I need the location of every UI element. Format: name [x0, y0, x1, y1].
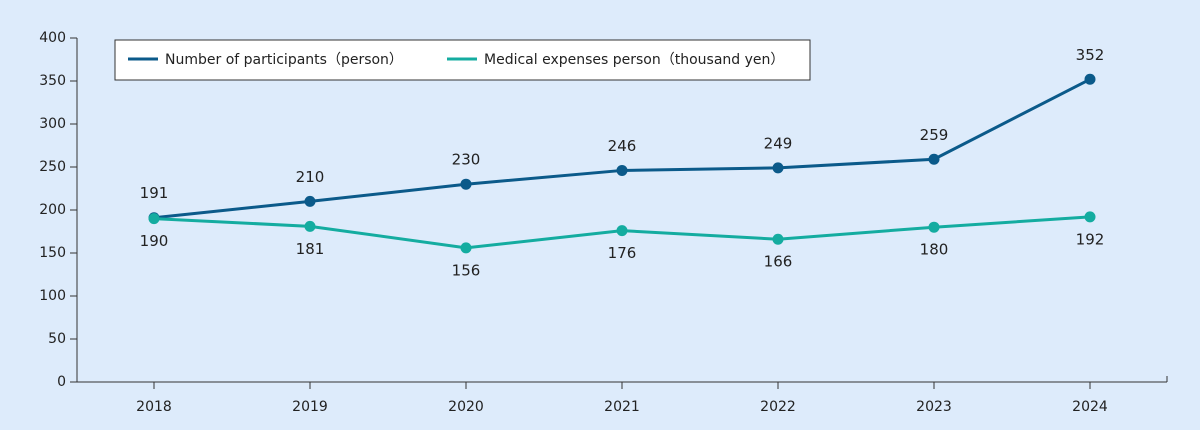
data-point — [460, 242, 472, 254]
data-point — [1084, 73, 1096, 85]
y-tick-label: 100 — [39, 288, 66, 304]
x-tick-label: 2020 — [448, 399, 484, 415]
data-point — [148, 213, 160, 225]
data-point — [616, 225, 628, 237]
y-tick-label: 200 — [39, 202, 66, 218]
data-label: 259 — [920, 126, 949, 144]
x-tick-label: 2022 — [760, 399, 796, 415]
data-label: 246 — [608, 137, 637, 155]
legend-label: Medical expenses person（thousand yen） — [484, 52, 784, 68]
y-tick-label: 400 — [39, 30, 66, 46]
data-label: 230 — [452, 151, 481, 169]
data-label: 249 — [764, 134, 793, 152]
data-label: 352 — [1076, 46, 1105, 64]
y-tick-label: 350 — [39, 73, 66, 89]
x-tick-label: 2018 — [136, 399, 172, 415]
y-tick-label: 150 — [39, 245, 66, 261]
y-tick-label: 50 — [48, 331, 66, 347]
x-tick-label: 2021 — [604, 399, 640, 415]
data-point — [928, 221, 940, 233]
data-label: 191 — [140, 184, 169, 202]
data-label: 166 — [764, 253, 793, 271]
data-label: 180 — [920, 241, 949, 259]
y-tick-label: 0 — [57, 374, 66, 390]
data-point — [1084, 211, 1096, 223]
data-label: 190 — [140, 232, 169, 250]
data-point — [772, 233, 784, 245]
data-label: 181 — [296, 240, 325, 258]
y-tick-label: 250 — [39, 159, 66, 175]
x-tick-label: 2023 — [916, 399, 952, 415]
data-point — [616, 164, 628, 176]
data-point — [304, 220, 316, 232]
y-tick-label: 300 — [39, 116, 66, 132]
data-label: 210 — [296, 168, 325, 186]
x-tick-label: 2019 — [292, 399, 328, 415]
data-point — [772, 162, 784, 174]
data-point — [460, 178, 472, 190]
data-label: 192 — [1076, 230, 1105, 248]
data-point — [928, 153, 940, 165]
legend-label: Number of participants（person） — [165, 52, 403, 68]
data-label: 176 — [608, 244, 637, 262]
x-tick-label: 2024 — [1072, 399, 1108, 415]
data-label: 156 — [452, 261, 481, 279]
data-point — [304, 195, 316, 207]
